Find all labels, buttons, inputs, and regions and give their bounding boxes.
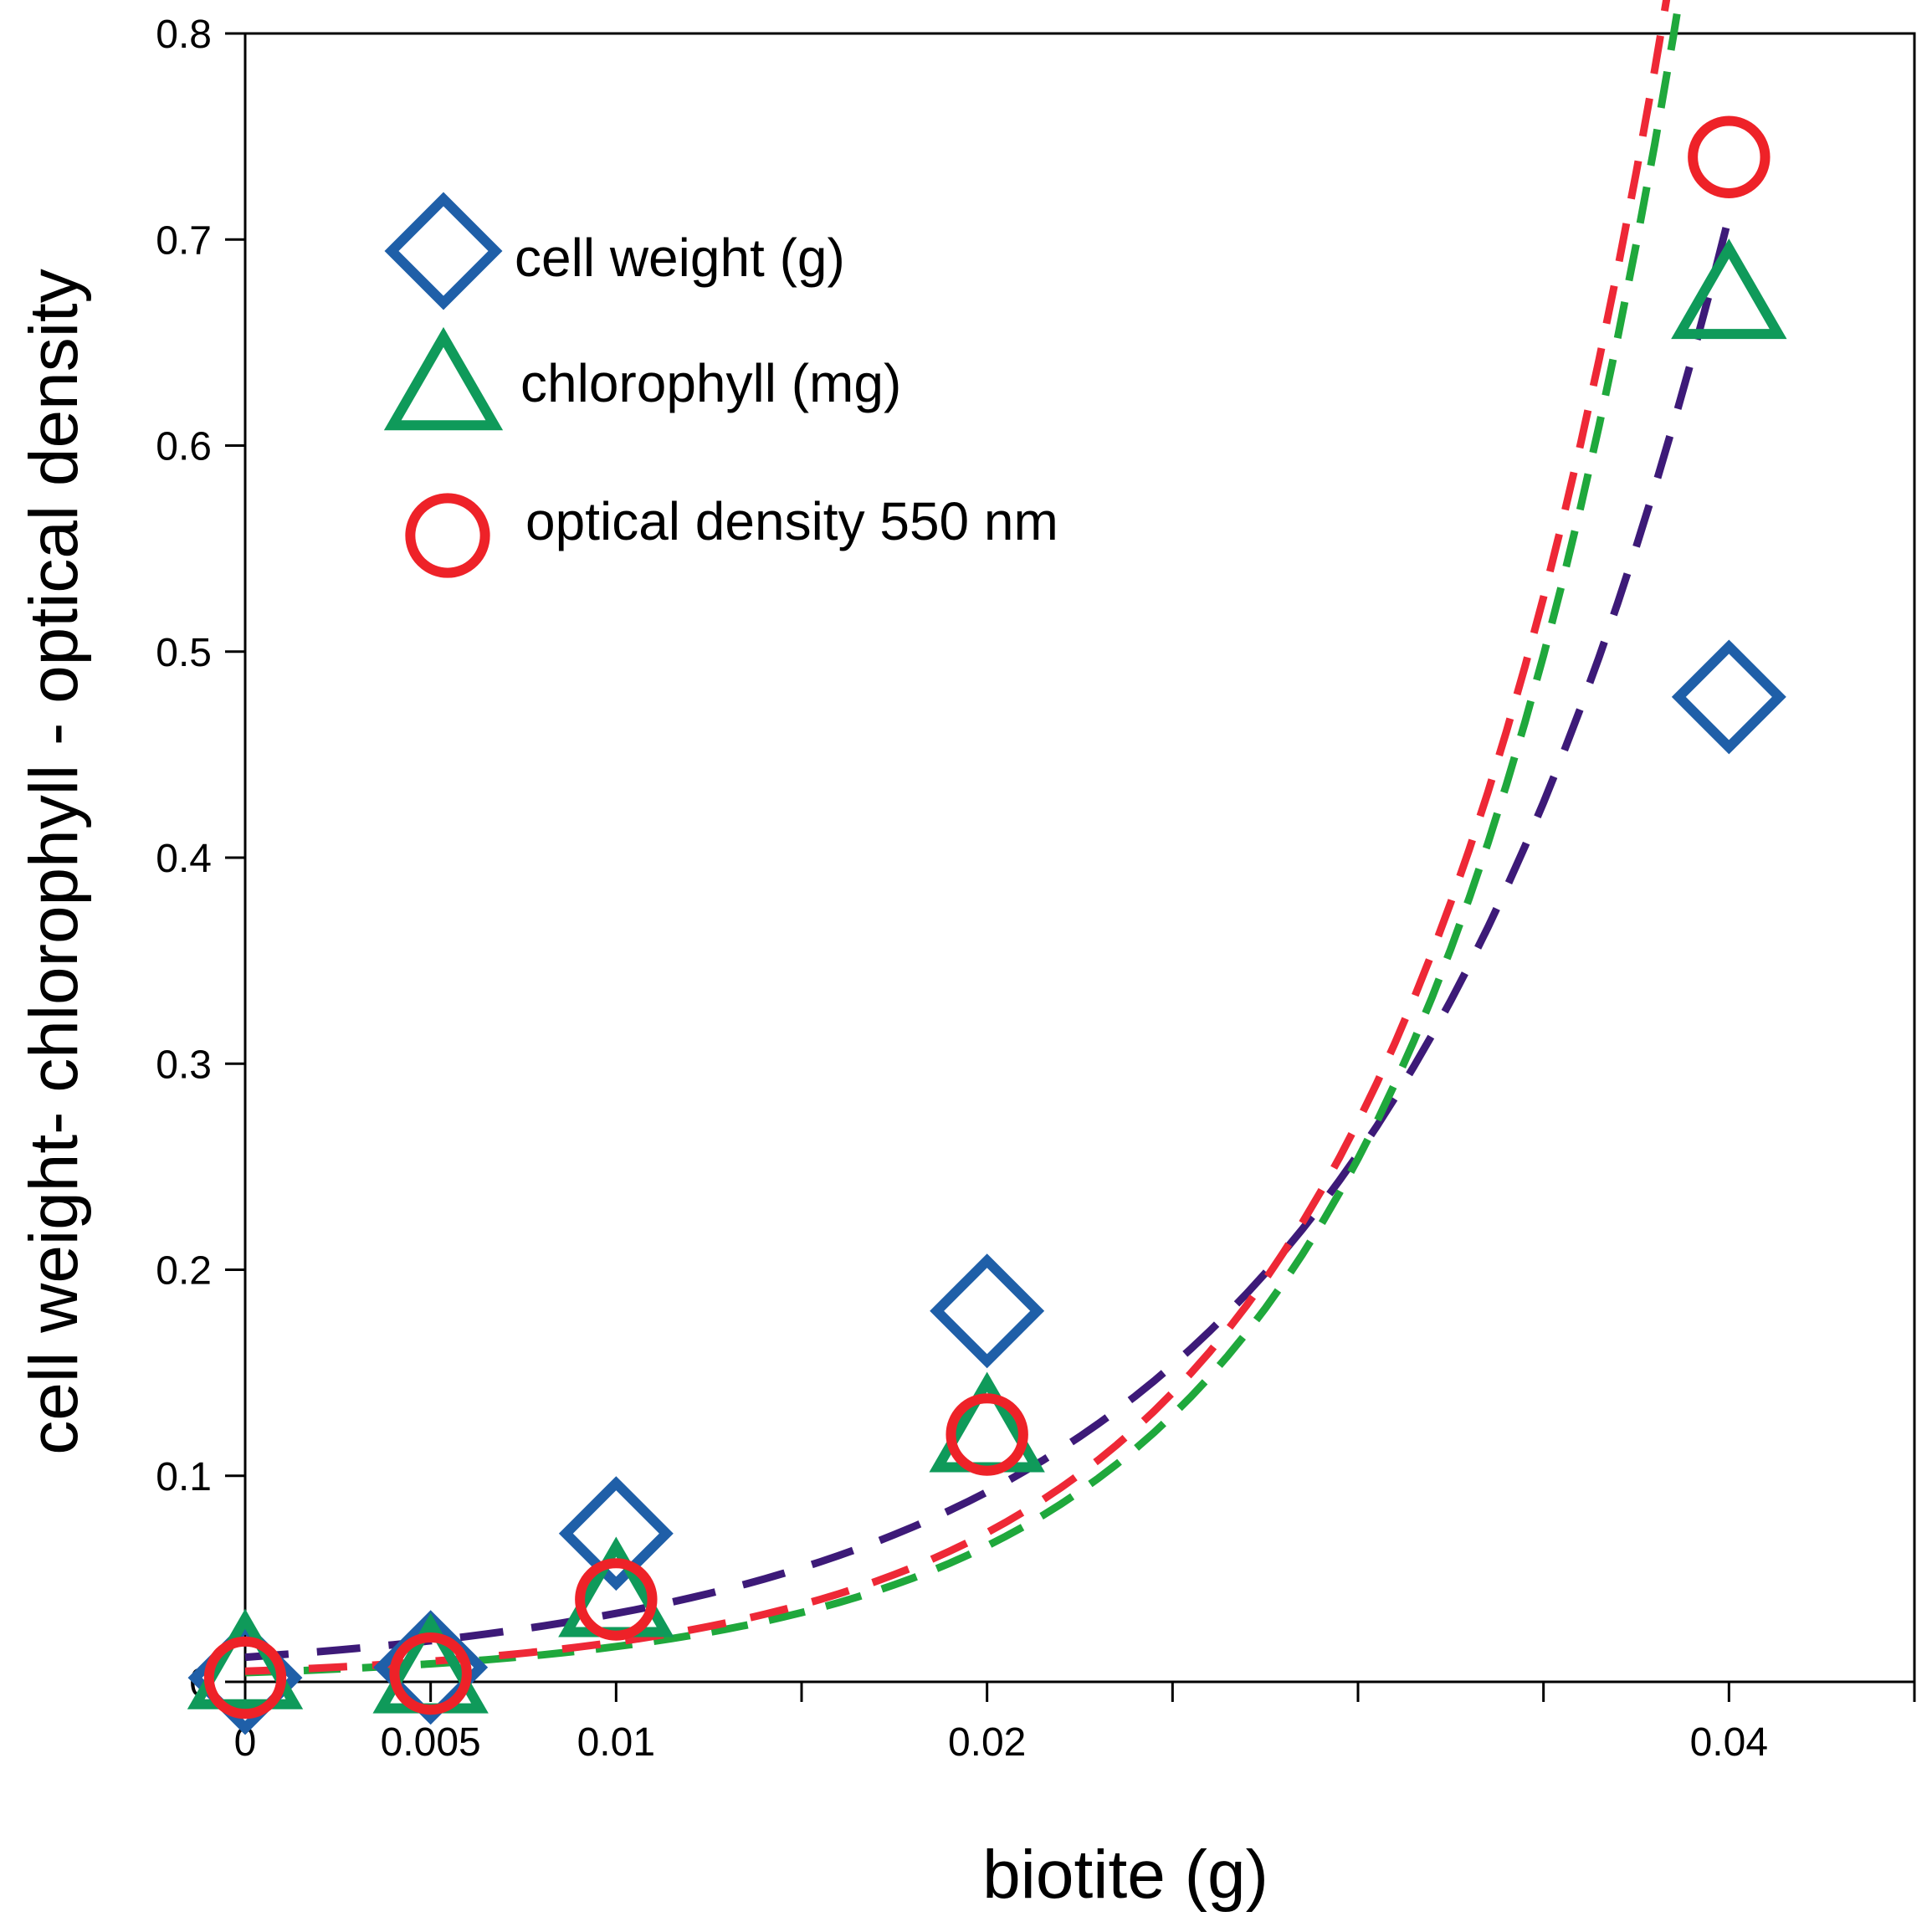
y-tick-label: 0.4	[156, 837, 212, 881]
circle-point	[1688, 115, 1771, 198]
x-tick-label: 0.005	[381, 1720, 481, 1765]
y-tick-label: 0.8	[156, 13, 212, 57]
legend-item: chlorophyll (mg)	[383, 326, 901, 431]
diamond-point	[930, 1253, 1045, 1369]
circle-point	[203, 1636, 287, 1719]
triangle-point	[187, 1608, 304, 1709]
diamond-point	[558, 1476, 674, 1591]
x-axis-ticks: 0 0.005 0.01 0.02 0.04	[234, 1682, 1916, 1765]
y-tick-label: 0.2	[156, 1249, 212, 1294]
legend: cell weight (g) chlorophyll (mg) optical d…	[383, 192, 1058, 578]
legend-label: chlorophyll (mg)	[520, 353, 901, 413]
legend-label: optical density 550 nm	[525, 491, 1058, 551]
y-tick-label: 0.7	[156, 218, 212, 263]
data-markers	[187, 115, 1787, 1735]
y-tick-label: 0.6	[156, 425, 212, 469]
circle-point	[389, 1632, 472, 1715]
fit-lines	[244, 0, 1733, 1677]
legend-item: cell weight (g)	[384, 192, 845, 310]
x-tick-label: 0.02	[948, 1720, 1026, 1765]
diamond-point	[1671, 639, 1786, 755]
x-axis-title: biotite (g)	[982, 1837, 1268, 1913]
triangle-point	[1671, 238, 1787, 340]
legend-item: optical density 550 nm	[405, 491, 1058, 578]
legend-label: cell weight (g)	[515, 228, 845, 288]
legend-triangle-icon	[383, 326, 504, 431]
x-tick-label: 0.04	[1690, 1720, 1768, 1765]
trend-line-2	[244, 0, 1683, 1677]
legend-circle-icon	[405, 493, 490, 578]
trend-line-1	[244, 215, 1733, 1662]
y-tick-label: 0.1	[156, 1455, 212, 1499]
circle-point	[575, 1558, 658, 1641]
y-tick-label: 0.3	[156, 1043, 212, 1087]
y-axis-title: cell weight- chlorophyll - optical densi…	[16, 269, 92, 1454]
y-tick-label: 0.5	[156, 631, 212, 675]
circle-point	[946, 1393, 1028, 1476]
legend-diamond-icon	[384, 192, 503, 310]
y-axis-ticks: 00.10.20.30.40.50.60.70.8	[156, 13, 245, 1705]
x-tick-label: 0.01	[577, 1720, 655, 1765]
trend-line-3	[244, 0, 1671, 1675]
